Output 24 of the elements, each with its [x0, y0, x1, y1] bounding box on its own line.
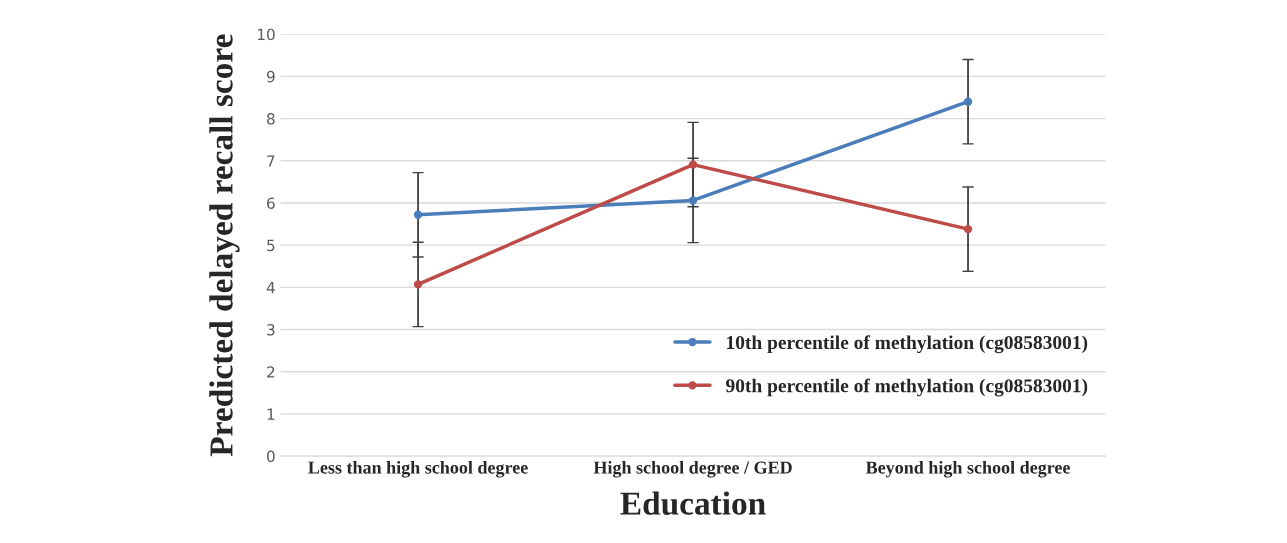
y-tick-label: 3 [267, 324, 275, 336]
point [963, 97, 973, 106]
y-tick-label: 2 [267, 366, 275, 378]
point [688, 196, 698, 205]
y-tick-label: 4 [266, 282, 275, 294]
legend-label: 90th percentile of methylation (cg08583001) [726, 378, 1088, 397]
x-tick-label: High school degree / GED [593, 460, 792, 478]
legend-label: 10th percentile of methylation (cg08583001) [727, 335, 1088, 354]
y-tick-label: 8 [267, 113, 275, 125]
y-tick-label: 0 [266, 450, 275, 463]
x-tick-label: Less than high school degree [308, 460, 528, 478]
y-axis-title: Predicted delayed recall score [209, 34, 240, 457]
y-tick-label: 10 [257, 28, 275, 41]
y-tick-label: 9 [266, 70, 275, 83]
x-tick-label: Beyond high school degree [865, 460, 1070, 478]
y-tick-label: 6 [267, 197, 275, 209]
y-tick-label: 5 [267, 239, 275, 252]
y-tick-label: 1 [267, 408, 275, 420]
y-tick-label: 7 [267, 155, 275, 167]
x-axis-title: Education [620, 491, 766, 515]
point [413, 210, 423, 219]
point [963, 224, 973, 234]
point [688, 160, 698, 169]
point [413, 280, 423, 289]
